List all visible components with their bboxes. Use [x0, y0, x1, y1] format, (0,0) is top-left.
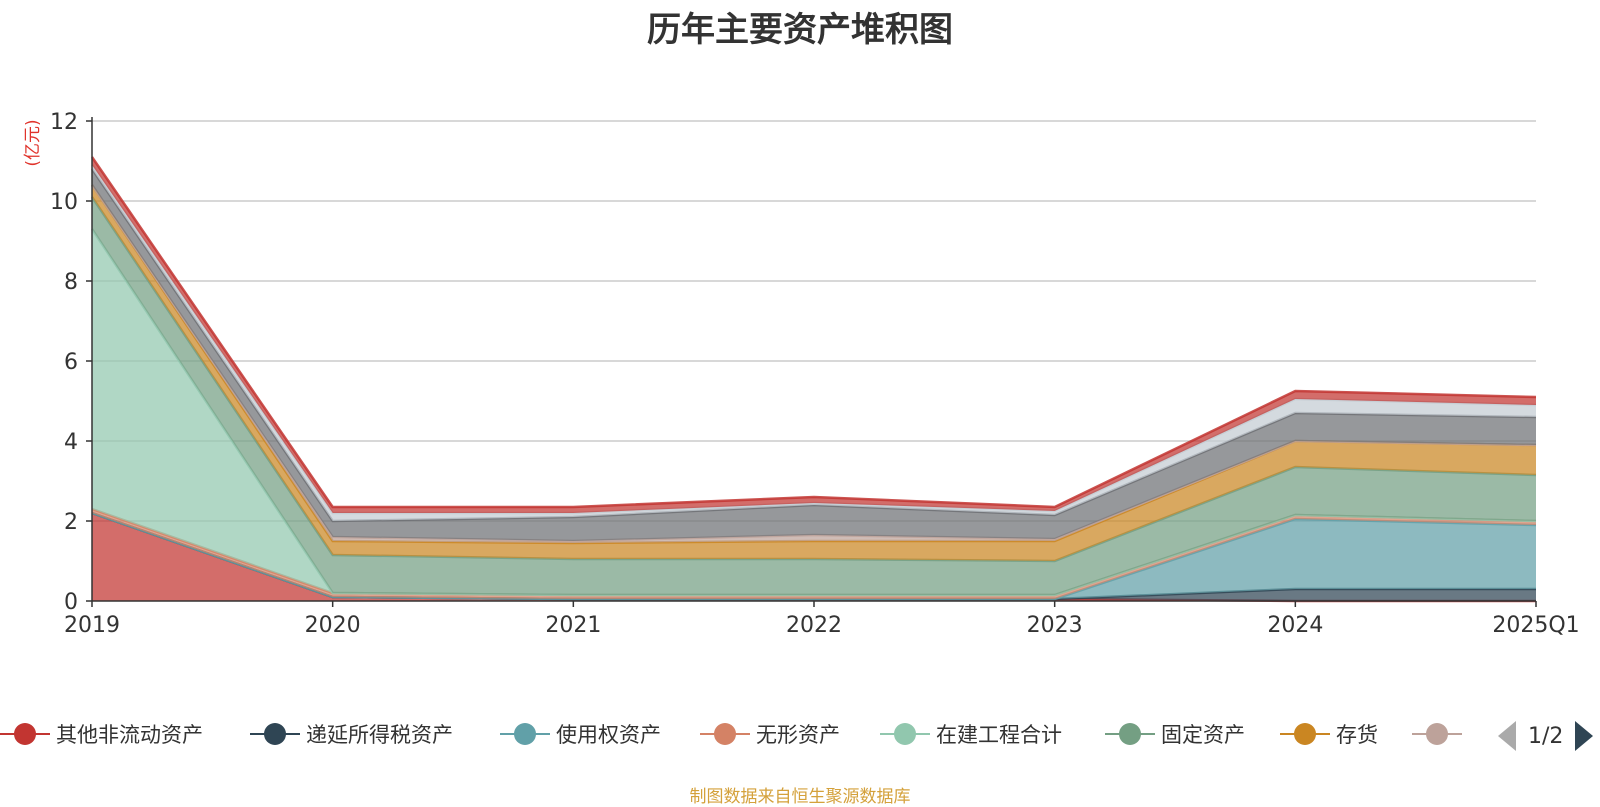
area-series-4	[92, 229, 1536, 595]
legend-label: 使用权资产	[556, 723, 661, 747]
pager-prev-icon[interactable]	[1498, 721, 1516, 751]
x-tick-label-1: 2020	[305, 613, 361, 638]
legend-marker-icon	[700, 719, 750, 749]
legend-marker-icon	[250, 719, 300, 749]
legend-marker-icon	[1105, 719, 1155, 749]
y-tick-label-2: 4	[64, 430, 78, 455]
x-tick-label-0: 2019	[64, 613, 120, 638]
legend-label: 无形资产	[756, 723, 840, 747]
x-tick-label-2: 2021	[545, 613, 601, 638]
legend-label: 合	[1462, 719, 1468, 749]
x-tick-label-5: 2024	[1267, 613, 1323, 638]
legend-marker-icon	[500, 719, 550, 749]
legend-label: 在建工程合计	[936, 723, 1062, 747]
pager-text: 1/2	[1528, 723, 1564, 749]
area-series-0	[92, 513, 1536, 601]
legend-label: 递延所得税资产	[306, 723, 453, 747]
legend-marker-icon	[0, 719, 50, 749]
legend-marker-icon	[1412, 719, 1462, 749]
legend-items: 其他非流动资产 递延所得税资产 使用权资产 无形资产 在建工程合计 固定资产 存货 合	[0, 716, 1468, 756]
legend-label: 存货	[1336, 723, 1378, 747]
legend-item-7[interactable]: 合	[1412, 716, 1468, 752]
legend-item-2[interactable]: 使用权资产	[500, 716, 661, 752]
legend: 其他非流动资产 递延所得税资产 使用权资产 无形资产 在建工程合计 固定资产 存货 合	[0, 716, 1600, 756]
legend-item-3[interactable]: 无形资产	[700, 716, 840, 752]
chart-title: 历年主要资产堆积图	[647, 10, 953, 50]
legend-item-0[interactable]: 其他非流动资产	[0, 716, 203, 752]
x-tick-label-3: 2022	[786, 613, 842, 638]
axes: 0 2 4 6 8 10 12 2019 2020 2021 2022 2023 2024 2025Q1	[50, 110, 1580, 638]
x-tick-label-6: 2025Q1	[1492, 613, 1579, 638]
y-tick-label-1: 2	[64, 510, 78, 535]
legend-pager: 1/2	[1498, 718, 1594, 754]
y-tick-label-5: 10	[50, 190, 78, 215]
legend-item-6[interactable]: 存货	[1280, 716, 1378, 752]
area-series	[90, 156, 1537, 603]
y-tick-label-6: 12	[50, 110, 78, 135]
legend-marker-icon	[880, 719, 930, 749]
y-tick-label-0: 0	[64, 590, 78, 615]
y-tick-label-3: 6	[64, 350, 78, 375]
source-note: 制图数据来自恒生聚源数据库	[689, 787, 911, 807]
legend-item-1[interactable]: 递延所得税资产	[250, 716, 453, 752]
area-series-2	[92, 513, 1536, 599]
legend-label: 其他非流动资产	[56, 723, 203, 747]
area-series-1	[92, 513, 1536, 601]
y-axis-unit-label: (亿元)	[23, 119, 43, 166]
y-tick-label-4: 8	[64, 270, 78, 295]
legend-item-5[interactable]: 固定资产	[1105, 716, 1245, 752]
legend-item-4[interactable]: 在建工程合计	[880, 716, 1062, 752]
x-tick-label-4: 2023	[1027, 613, 1083, 638]
legend-marker-icon	[1280, 719, 1330, 749]
area-series-line-10	[90, 156, 1537, 509]
pager-next-icon[interactable]	[1575, 721, 1594, 751]
legend-label: 固定资产	[1161, 723, 1245, 747]
